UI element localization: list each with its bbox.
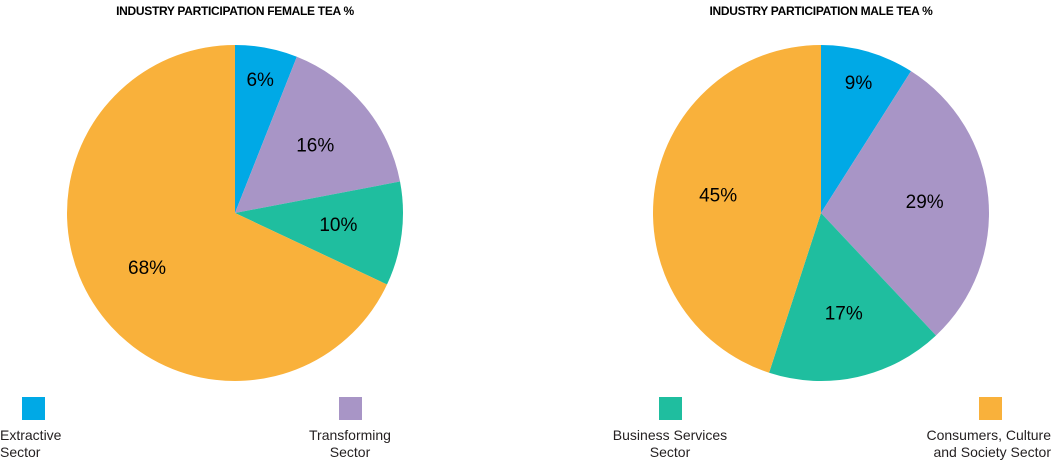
slice-label: 45% [699, 186, 737, 207]
slice-label: 6% [246, 70, 274, 91]
legend-item: Business Services Sector [610, 397, 730, 461]
legend-label: Consumers, Culture and Society Sector [926, 427, 1052, 460]
legend-label: Transforming Sector [309, 427, 391, 460]
slice-label: 9% [845, 73, 873, 94]
legend-label: Business Services Sector [612, 427, 728, 460]
pie-slice [652, 44, 821, 373]
chart-title: INDUSTRY PARTICIPATION MALE TEA % [710, 4, 934, 18]
slice-label: 16% [296, 136, 334, 157]
slice-label: 68% [128, 258, 166, 279]
pie-slice [235, 181, 403, 285]
legend-label: Extractive Sector [0, 427, 62, 460]
legend-item: Consumers, Culture and Society Sector [903, 397, 1051, 461]
slice-label: 29% [906, 192, 944, 213]
pie-slice [821, 45, 912, 213]
legend-swatch [979, 397, 1002, 420]
pie-slice [769, 213, 937, 382]
slice-label: 10% [319, 215, 357, 236]
pie-slice [235, 56, 401, 214]
pie-slice [67, 45, 388, 381]
legend-swatch [338, 397, 362, 420]
legend-item: Transforming Sector [295, 397, 405, 461]
legend-swatch [658, 397, 682, 420]
legend-item: Extractive Sector [0, 397, 80, 461]
slice-label: 17% [825, 304, 863, 325]
chart-title: INDUSTRY PARTICIPATION FEMALE TEA % [116, 4, 354, 18]
legend-swatch [22, 397, 45, 420]
pie-slice [821, 71, 989, 336]
pie-slice [235, 45, 297, 213]
